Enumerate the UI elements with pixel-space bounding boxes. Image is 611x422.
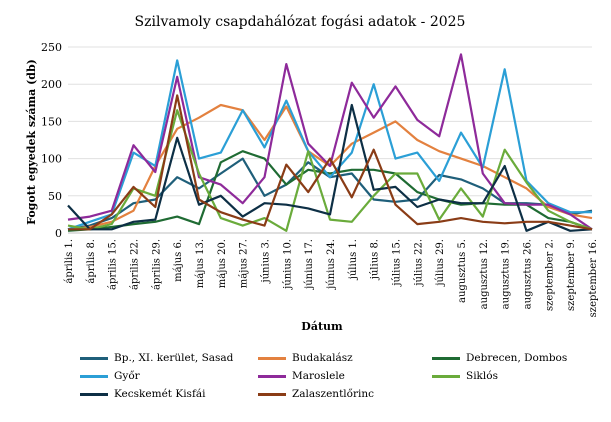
legend-swatch — [432, 356, 460, 360]
chart-title: Szilvamoly csapdahálózat fogási adatok -… — [135, 14, 466, 30]
y-tick-label: 250 — [41, 41, 62, 54]
legend-item: Siklós — [432, 370, 498, 382]
legend-swatch — [258, 374, 286, 378]
y-axis-ticks: 0 50 100 150 200 250 — [41, 41, 62, 240]
y-tick-label: 200 — [41, 78, 62, 91]
x-tick-label: június 3. — [261, 239, 272, 283]
x-tick-label: május 6. — [173, 239, 184, 282]
x-tick-label: április 22. — [130, 239, 141, 290]
series-lines — [67, 53, 593, 232]
legend-label: Zalaszentlőrinc — [292, 388, 374, 400]
x-tick-label: augusztus 19. — [501, 239, 512, 309]
x-tick-label: július 8. — [370, 239, 381, 280]
legend-label: Maroslele — [292, 370, 345, 382]
x-tick-label: szeptember 9. — [566, 239, 577, 311]
x-tick-label: április 29. — [151, 239, 162, 290]
x-tick-label: július 22. — [413, 239, 424, 287]
legend-swatch — [258, 392, 286, 396]
y-tick-label: 0 — [55, 227, 62, 240]
x-tick-label: április 8. — [86, 239, 97, 284]
x-tick-label: május 27. — [239, 239, 250, 288]
legend-label: Győr — [114, 370, 140, 382]
series-line-7 — [68, 94, 593, 231]
legend-swatch — [80, 374, 108, 378]
x-tick-label: április 1. — [64, 239, 75, 284]
legend-label: Siklós — [466, 370, 498, 382]
legend-swatch — [432, 374, 460, 378]
x-tick-label: augusztus 26. — [523, 239, 534, 309]
series-line-2 — [67, 150, 593, 232]
x-tick-label: május 20. — [217, 239, 228, 288]
legend-item: Debrecen, Dombos — [432, 352, 567, 364]
series-line-6 — [67, 103, 593, 232]
legend-label: Debrecen, Dombos — [466, 352, 568, 364]
x-axis-label: Dátum — [301, 320, 343, 333]
x-tick-label: szeptember 16. — [588, 239, 599, 317]
legend-label: Kecskemét Kisfái — [114, 388, 206, 400]
y-axis-label: Fogott egyedek száma (db) — [25, 59, 38, 225]
x-tick-label: szeptember 2. — [544, 239, 555, 311]
x-tick-label: július 1. — [348, 239, 359, 280]
y-tick-label: 150 — [41, 115, 62, 128]
legend-item: Zalaszentlőrinc — [258, 388, 374, 400]
legend-item: Budakalász — [258, 352, 353, 364]
legend-item: Maroslele — [258, 370, 345, 382]
x-tick-label: május 13. — [195, 239, 206, 288]
x-tick-label: június 17. — [304, 239, 315, 290]
y-tick-label: 50 — [48, 190, 62, 203]
series-line-3 — [67, 59, 592, 231]
legend-label: Budakalász — [292, 352, 353, 364]
series-line-4 — [67, 53, 593, 231]
legend-swatch — [80, 356, 108, 360]
legend-swatch — [258, 356, 286, 360]
legend-item: Kecskemét Kisfái — [80, 388, 205, 400]
legend-item: Bp., XI. kerület, Sasad — [80, 352, 233, 364]
x-tick-label: augusztus 5. — [457, 239, 468, 303]
x-tick-label: július 29. — [435, 239, 446, 287]
legend-swatch — [80, 392, 108, 396]
x-tick-label: július 15. — [392, 239, 403, 287]
series-line-5 — [67, 109, 593, 232]
x-tick-label: augusztus 12. — [479, 239, 490, 309]
legend-label: Bp., XI. kerület, Sasad — [114, 352, 234, 364]
legend-item: Győr — [80, 370, 140, 382]
x-tick-label: április 15. — [108, 239, 119, 290]
x-axis-ticks: április 1. április 8. április 15. április 2… — [64, 239, 599, 317]
y-tick-label: 100 — [41, 153, 62, 166]
x-tick-label: június 10. — [282, 239, 293, 290]
x-tick-label: június 24. — [326, 239, 337, 290]
